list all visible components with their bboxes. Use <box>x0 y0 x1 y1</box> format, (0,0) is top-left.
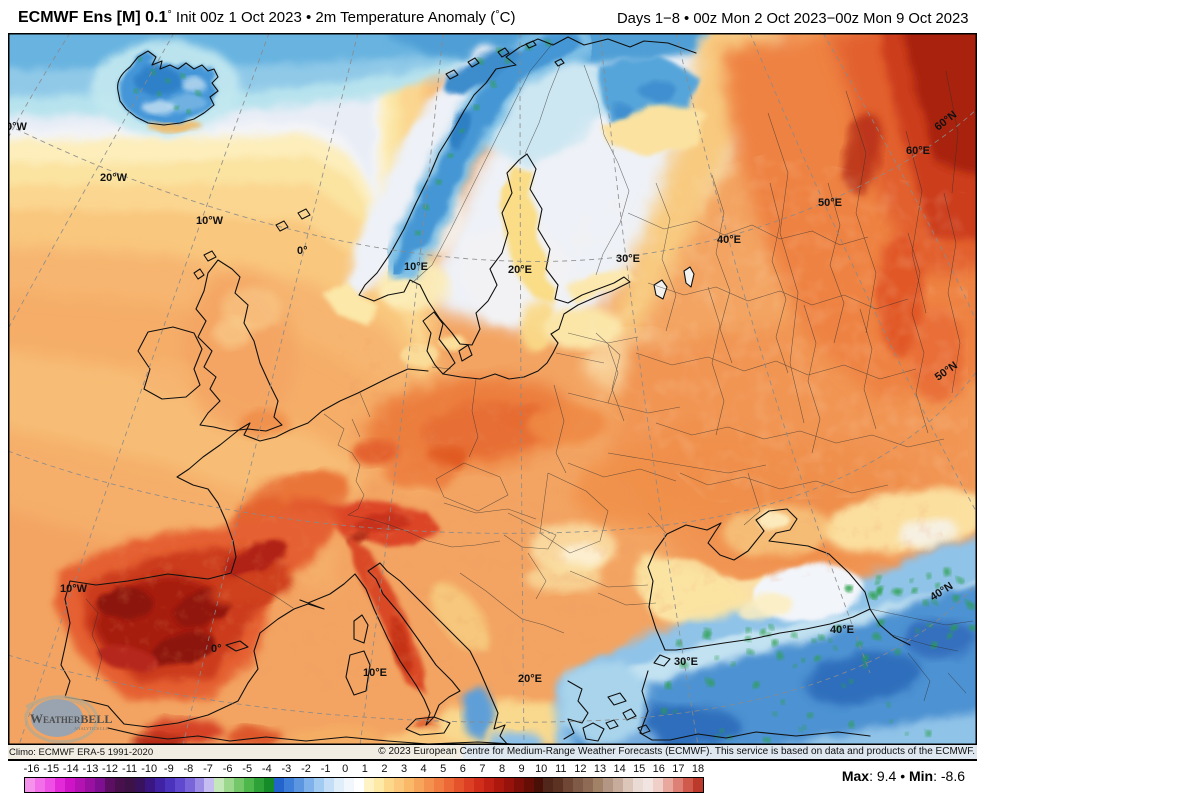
svg-text:0°: 0° <box>297 245 308 257</box>
svg-text:20°W: 20°W <box>100 172 128 184</box>
svg-text:20°E: 20°E <box>518 673 542 685</box>
svg-text:40°E: 40°E <box>717 234 741 246</box>
svg-text:10°E: 10°E <box>404 261 428 273</box>
svg-text:0°W: 0°W <box>8 121 28 133</box>
svg-text:WEATHERBELL: WEATHERBELL <box>30 711 112 726</box>
svg-text:30°E: 30°E <box>674 656 698 668</box>
svg-text:ANALYTICS LLC: ANALYTICS LLC <box>74 726 109 731</box>
svg-text:60°E: 60°E <box>906 145 930 157</box>
svg-text:20°E: 20°E <box>508 264 532 276</box>
svg-text:0°: 0° <box>211 643 222 655</box>
svg-text:10°W: 10°W <box>196 215 224 227</box>
svg-text:30°E: 30°E <box>616 253 640 265</box>
svg-text:10°E: 10°E <box>363 667 387 679</box>
svg-text:50°E: 50°E <box>818 197 842 209</box>
svg-text:40°E: 40°E <box>830 624 854 636</box>
svg-text:10°W: 10°W <box>60 583 88 595</box>
